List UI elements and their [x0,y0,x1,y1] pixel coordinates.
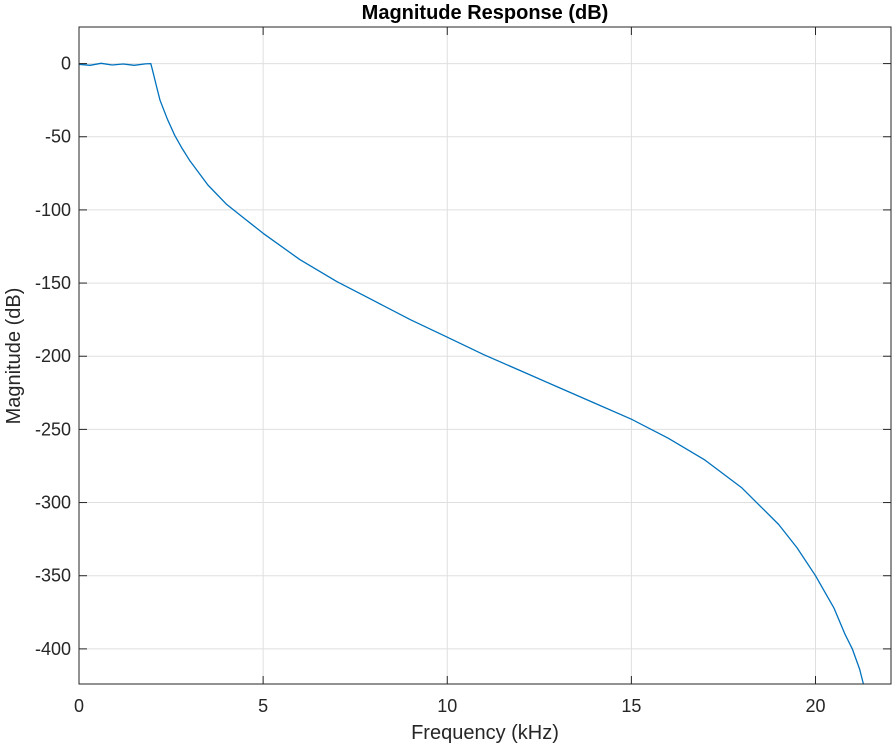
plot-frame [78,26,892,685]
y-tick-label: -250 [35,419,71,439]
x-tick-label: 5 [258,696,268,716]
y-tick-label: -100 [35,200,71,220]
y-tick-label: -50 [45,127,71,147]
y-tick-label: 0 [61,54,71,74]
x-tick-label: 20 [805,696,825,716]
x-tick-label: 0 [74,696,84,716]
y-tick-label: -400 [35,639,71,659]
magnitude-response-line [78,62,865,685]
x-tick-label: 10 [437,696,457,716]
y-axis-title: Magnitude (dB) [3,288,25,425]
chart-title: Magnitude Response (dB) [362,2,609,24]
y-tick-label: -150 [35,273,71,293]
ticks [78,27,891,684]
x-tick-label: 15 [621,696,641,716]
y-tick-label: -350 [35,566,71,586]
y-tick-label: -300 [35,493,71,513]
y-tick-labels: 0 -50 -100 -150 -200 -250 -300 -350 -400 [35,54,71,659]
series-group [78,62,865,685]
grid [79,27,891,684]
y-tick-label: -200 [35,346,71,366]
x-axis-title: Frequency (kHz) [411,722,559,744]
x-tick-labels: 0 5 10 15 20 [74,696,826,716]
